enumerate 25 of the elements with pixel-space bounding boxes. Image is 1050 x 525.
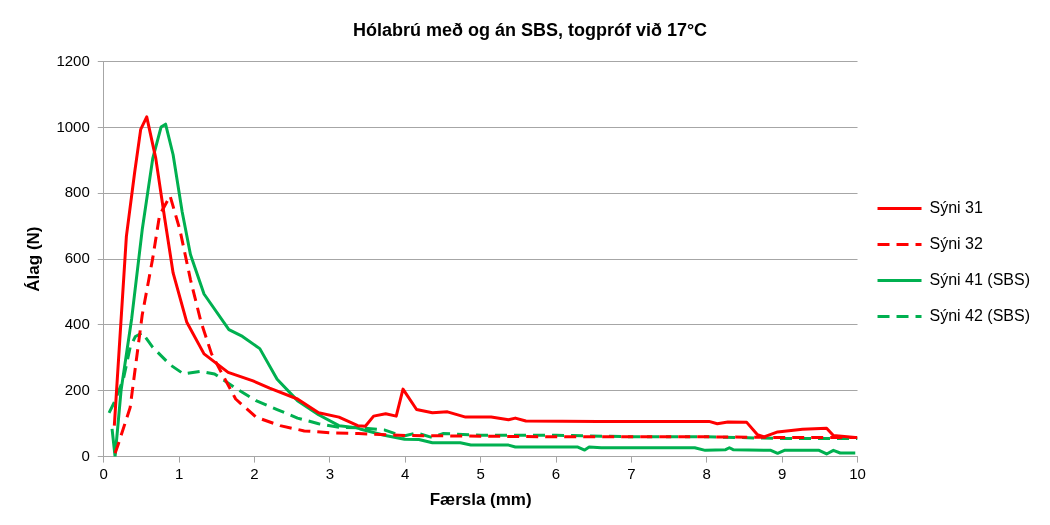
x-axis-title: Færsla (mm) [429,490,532,510]
legend-label: Sýni 32 [929,234,983,252]
y-tick-label: 400 [64,315,90,333]
x-tick-label: 3 [325,464,335,482]
x-tick-label: 2 [250,464,259,482]
y-axis-title: Álag (N) [23,226,43,292]
x-tick-label: 0 [99,464,108,482]
legend-label: Sýni 31 [929,198,983,216]
y-tick-label: 0 [81,446,90,464]
legend-label: Sýni 41 (SBS) [929,270,1030,288]
x-tick-label: 5 [476,464,485,482]
y-tick-label: 800 [64,183,90,201]
x-tick-label: 1 [174,464,184,482]
y-tick-label: 1000 [56,117,90,135]
x-tick-label: 4 [401,464,410,482]
x-tick-label: 6 [551,464,561,482]
chart-title: Hólabrú með og án SBS, togpróf við 17°C [352,19,708,40]
y-tick-label: 200 [64,380,90,398]
x-tick-label: 9 [777,464,787,482]
y-tick-label: 600 [64,249,90,267]
x-tick-label: 7 [627,464,636,482]
x-tick-label: 10 [849,464,866,482]
legend-label: Sýni 42 (SBS) [929,306,1030,324]
x-tick-label: 8 [702,464,711,482]
y-tick-label: 1200 [56,51,90,69]
